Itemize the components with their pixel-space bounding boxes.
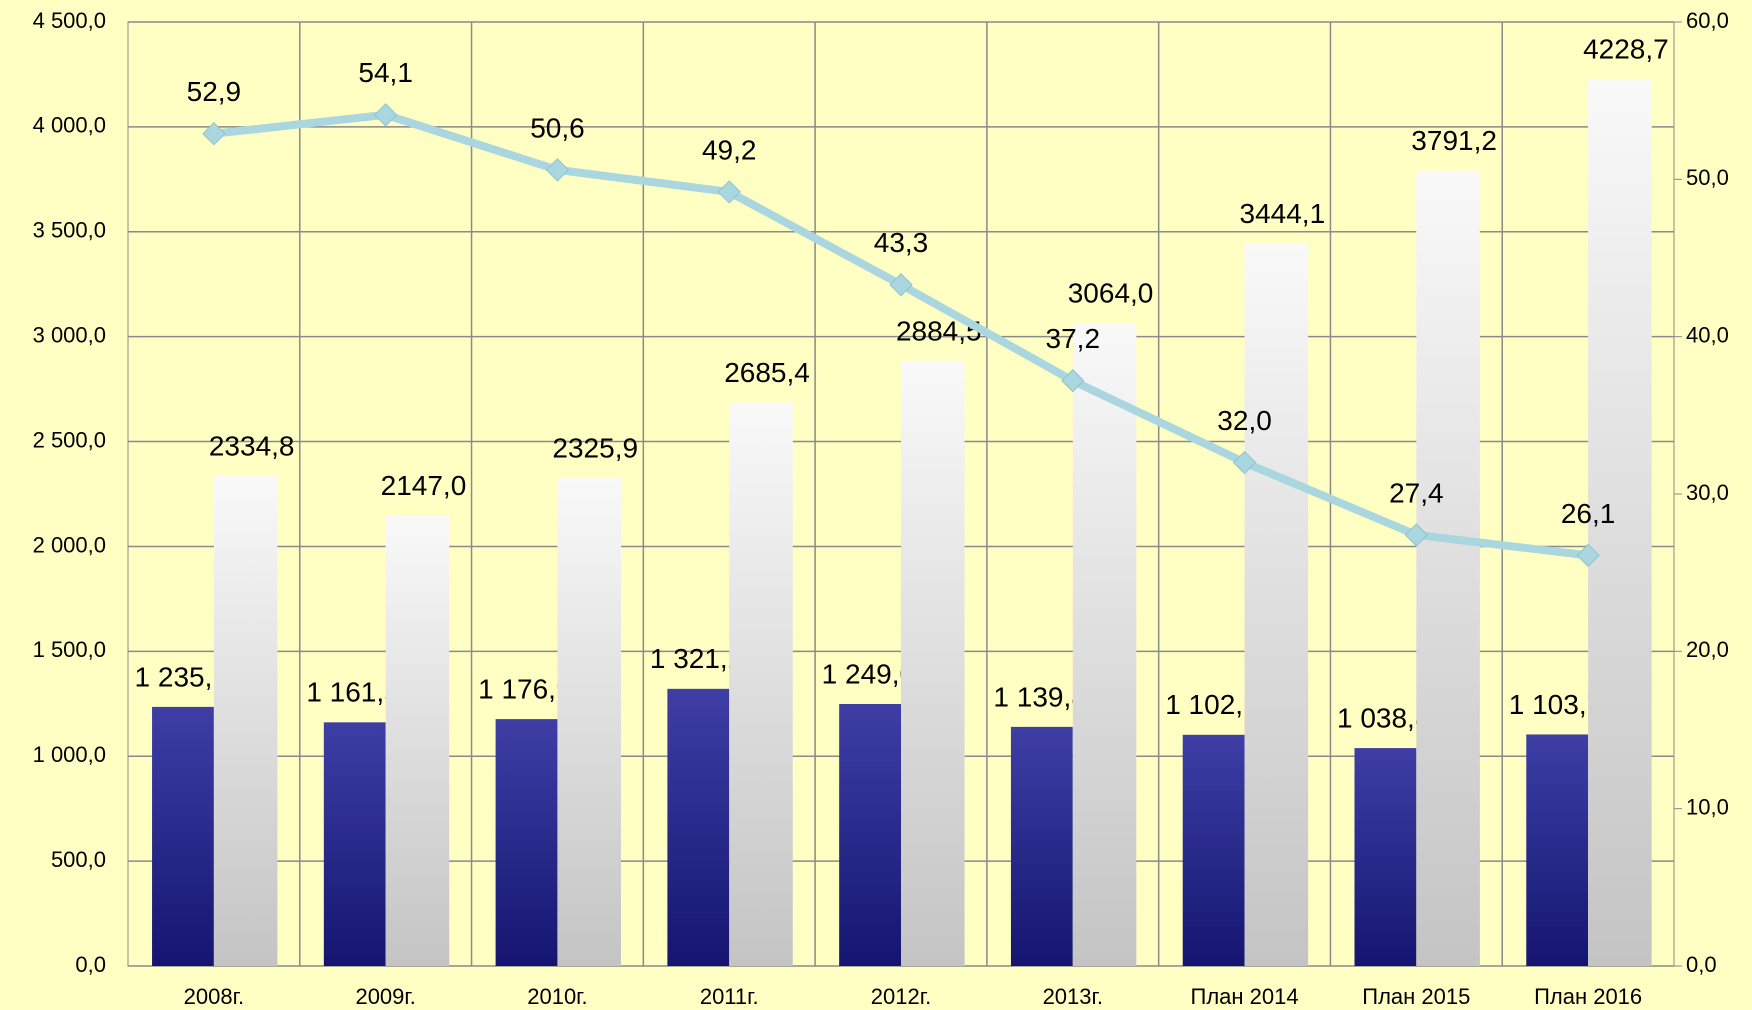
data-label: 32,0	[1217, 405, 1272, 436]
bar	[557, 478, 622, 966]
bar	[729, 402, 793, 967]
bar	[839, 703, 901, 966]
marker	[202, 121, 226, 146]
bar	[901, 360, 965, 966]
y-tick-label: 1 000,0	[33, 742, 106, 767]
y2-tick-label: 60,0	[1686, 8, 1729, 33]
x-tick-label: 2009г.	[355, 984, 415, 1009]
x-tick-label: 2008г.	[184, 984, 244, 1009]
bar	[495, 719, 558, 966]
data-label: 54,1	[358, 57, 413, 88]
bar	[1526, 734, 1589, 966]
y-tick-label: 1 500,0	[33, 637, 106, 662]
data-label: 3444,1	[1240, 198, 1326, 229]
data-label: 37,2	[1046, 323, 1101, 354]
x-tick-label: План 2015	[1362, 984, 1470, 1009]
y-tick-label: 2 500,0	[33, 427, 106, 452]
y-tick-label: 4 500,0	[33, 8, 106, 33]
data-label: 2685,4	[724, 357, 810, 388]
data-label: 1 038,8	[1337, 702, 1430, 733]
x-tick-label: План 2014	[1191, 984, 1299, 1009]
y2-tick-label: 40,0	[1686, 322, 1729, 347]
bar	[1588, 78, 1652, 966]
x-tick-label: 2013г.	[1043, 984, 1103, 1009]
data-label: 2147,0	[381, 470, 467, 501]
bar	[1072, 323, 1137, 967]
data-label: 1 235,1	[135, 661, 228, 692]
data-label: 1 249,0	[822, 658, 915, 689]
y-tick-label: 4 000,0	[33, 113, 106, 138]
y2-tick-label: 30,0	[1686, 480, 1729, 505]
marker	[1232, 450, 1257, 475]
y-tick-label: 3 000,0	[33, 322, 106, 347]
data-label: 49,2	[702, 134, 757, 165]
marker	[717, 180, 741, 204]
data-label: 1 176,9	[478, 674, 571, 705]
bar	[213, 476, 278, 966]
bar	[667, 688, 730, 966]
data-label: 50,6	[530, 112, 585, 143]
data-label: 1 102,1	[1165, 689, 1258, 720]
marker	[545, 158, 570, 182]
y2-tick-label: 20,0	[1686, 637, 1729, 662]
y-tick-label: 3 500,0	[33, 218, 106, 243]
bar	[1416, 170, 1480, 966]
data-label: 1 161,5	[306, 677, 399, 708]
bar	[1354, 748, 1417, 966]
y-tick-label: 0,0	[75, 952, 106, 977]
marker	[1061, 369, 1085, 393]
data-label: 26,1	[1561, 498, 1616, 529]
x-tick-label: 2011г.	[700, 984, 759, 1009]
data-label: 27,4	[1389, 477, 1444, 508]
data-label: 4228,7	[1583, 33, 1669, 64]
data-label: 3064,0	[1068, 278, 1154, 309]
marker	[889, 273, 913, 297]
y2-tick-label: 0,0	[1686, 952, 1717, 977]
marker	[1404, 523, 1429, 547]
data-label: 3791,2	[1411, 125, 1497, 156]
data-label: 2325,9	[552, 432, 638, 463]
data-label: 1 103,7	[1509, 689, 1602, 720]
data-label: 2334,8	[209, 431, 295, 462]
data-label: 43,3	[874, 227, 929, 258]
bar	[323, 722, 386, 966]
marker	[373, 103, 398, 127]
bar	[152, 706, 214, 966]
y2-tick-label: 10,0	[1686, 794, 1729, 819]
data-label: 1 321,2	[650, 643, 743, 674]
bar	[1244, 243, 1309, 967]
marker	[1576, 543, 1600, 568]
data-label: 52,9	[187, 76, 242, 107]
y-tick-label: 2 000,0	[33, 532, 106, 557]
data-label: 1 139,8	[993, 681, 1086, 712]
bar	[1010, 726, 1073, 966]
x-tick-label: 2012г.	[871, 984, 931, 1009]
y-tick-label: 500,0	[51, 847, 106, 872]
bar	[1182, 734, 1245, 966]
bar	[385, 515, 450, 966]
x-tick-label: План 2016	[1534, 984, 1642, 1009]
x-tick-label: 2010г.	[527, 984, 587, 1009]
y2-tick-label: 50,0	[1686, 165, 1729, 190]
